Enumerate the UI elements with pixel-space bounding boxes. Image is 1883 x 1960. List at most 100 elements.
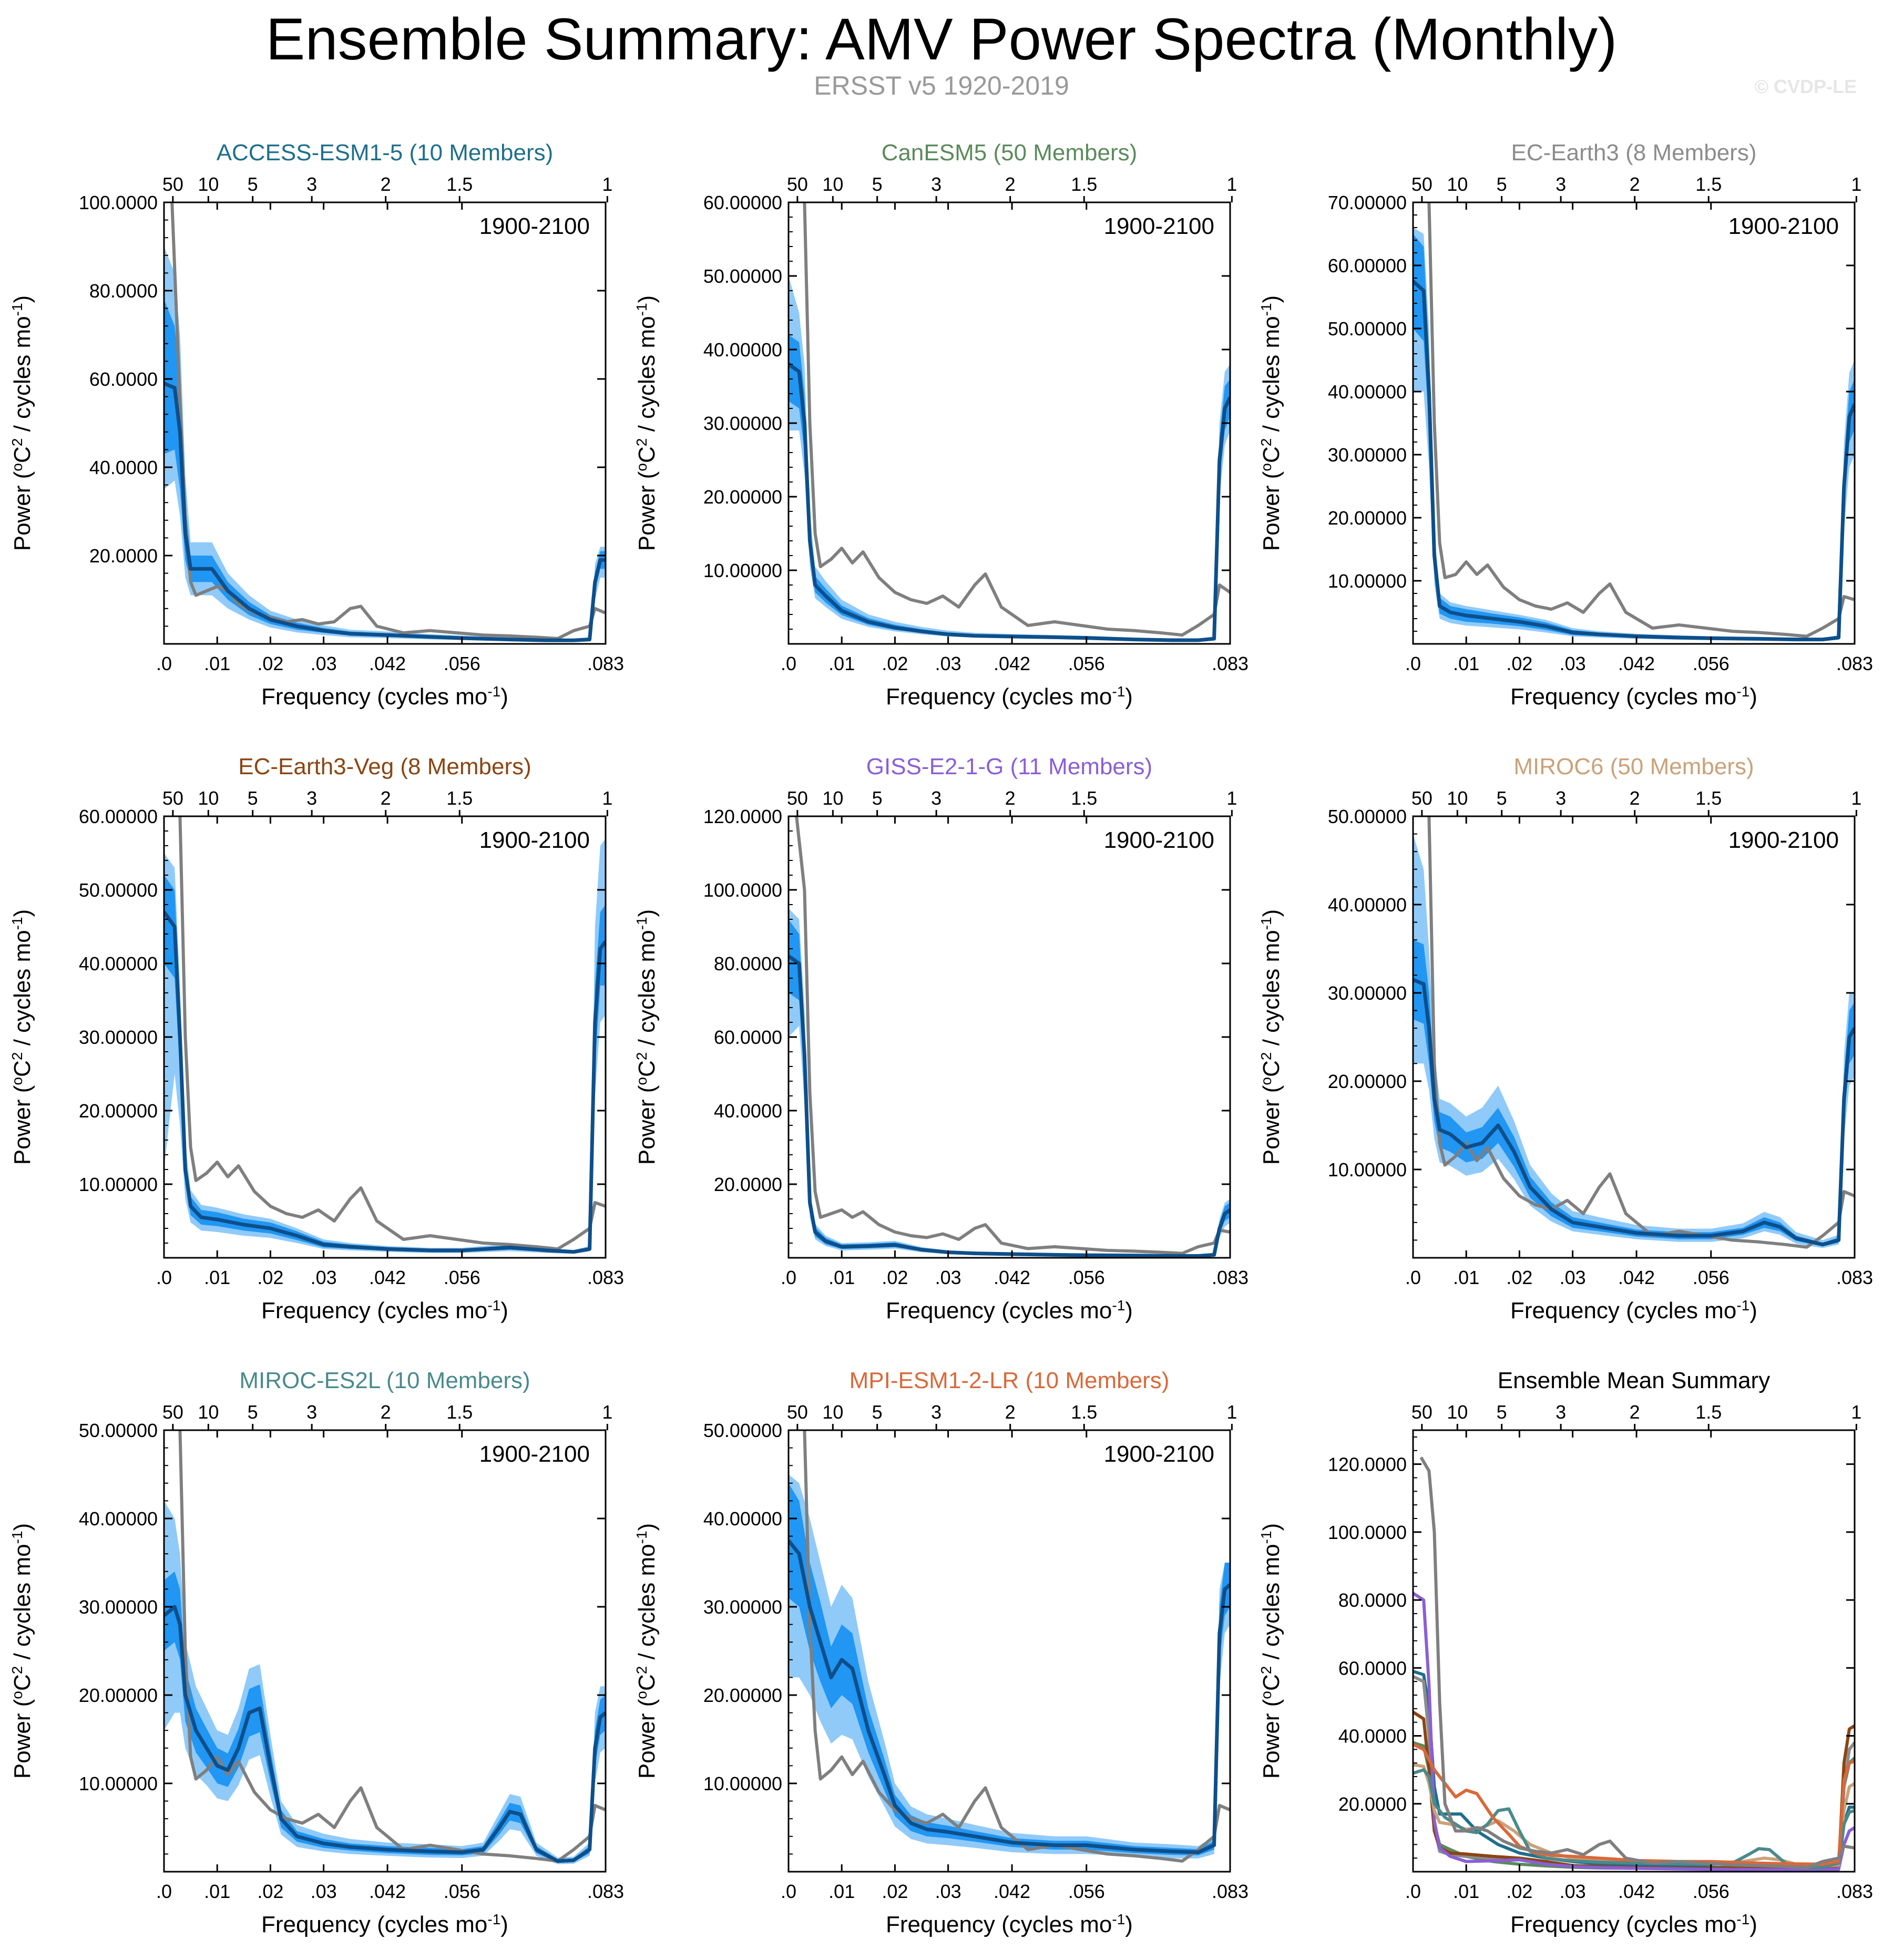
period-tick-label: 1 (602, 1401, 612, 1423)
period-tick-label: 10 (198, 1401, 219, 1423)
x-tick-label: .0 (1405, 653, 1421, 674)
period-tick-label: 3 (931, 1401, 942, 1423)
period-tick-label: 1 (1851, 1401, 1861, 1423)
y-axis-label-unit: C (1258, 446, 1284, 463)
period-tick-label: 2 (381, 173, 391, 195)
y-tick-label: 30.00000 (703, 413, 782, 434)
plot-area (1413, 1456, 1855, 1872)
period-tick-label: 50 (787, 787, 808, 809)
x-tick-label: .083 (1212, 1267, 1248, 1288)
outer-spread-band (1413, 834, 1855, 1248)
x-tick-label: .01 (828, 1267, 855, 1288)
period-tick-label: 3 (931, 787, 942, 809)
summary-model-line (1413, 1592, 1855, 1872)
credit-label: © CVDP-LE (1754, 76, 1857, 97)
y-tick-label: 50.00000 (703, 265, 782, 287)
y-tick-label: 70.00000 (1328, 192, 1407, 213)
period-label: 1900-2100 (1728, 213, 1839, 239)
y-tick-label: 60.00000 (703, 192, 782, 213)
x-tick-label: .042 (369, 1881, 406, 1902)
y-axis-label-sq: 2 (1258, 1666, 1274, 1675)
y-tick-label: 80.0000 (1338, 1589, 1407, 1611)
y-axis-label-unit: C (1258, 1674, 1284, 1691)
plot-border (787, 201, 1231, 645)
ensemble-mean-line (789, 955, 1230, 1258)
x-axis-label: Frequency (cycles mo-1) (261, 683, 508, 710)
panel-3: EC-Earth3 (8 Members) .0 .01 .02 .03 .042 .056… (1258, 140, 1874, 710)
period-tick-label: 10 (1447, 787, 1468, 809)
y-axis-label: Power (oC2 / cycles mo-1) (633, 1523, 660, 1779)
y-axis-label-deg: o (1258, 1077, 1274, 1085)
panel-title: EC-Earth3-Veg (8 Members) (238, 754, 531, 779)
y-tick-label: 40.0000 (714, 1100, 782, 1122)
x-tick-label: .056 (444, 653, 480, 674)
x-tick-label: .0 (156, 653, 172, 674)
x-axis-label: Frequency (cycles mo-1) (1510, 1911, 1757, 1938)
subtitle: ERSST v5 1920-2019 (814, 71, 1069, 100)
period-tick-label: 10 (1447, 1401, 1468, 1423)
x-tick-label: .056 (444, 1267, 480, 1288)
x-tick-label: .01 (204, 1881, 230, 1902)
x-axis-label: Frequency (cycles mo-1) (886, 683, 1133, 710)
y-axis-label-sup: -1 (1258, 1531, 1274, 1544)
summary-model-line (1413, 1669, 1855, 1871)
period-tick-label: 50 (787, 1401, 808, 1423)
ensemble-mean-line (789, 363, 1230, 642)
x-tick-label: .083 (1836, 1881, 1873, 1902)
y-axis-label-sq: 2 (633, 1052, 650, 1061)
y-axis-label: Power (oC2 / cycles mo-1) (9, 295, 36, 551)
x-axis-label-sup: -1 (1736, 1297, 1749, 1313)
y-tick-label: 40.00000 (79, 1508, 158, 1530)
panel-title: MIROC6 (50 Members) (1513, 754, 1754, 779)
y-tick-label: 10.00000 (1328, 1159, 1407, 1181)
y-tick-label: 20.00000 (1328, 1071, 1407, 1092)
period-tick-label: 50 (1411, 173, 1432, 195)
y-axis-label-deg: o (9, 1691, 25, 1699)
x-tick-label: .056 (1693, 1881, 1730, 1902)
period-tick-label: 5 (872, 1401, 883, 1423)
x-tick-label: .03 (311, 653, 337, 674)
period-tick-label: 50 (162, 787, 183, 809)
summary-model-line (1413, 1675, 1855, 1871)
x-axis-label: Frequency (cycles mo-1) (886, 1911, 1133, 1938)
x-tick-label: .02 (882, 653, 908, 674)
panel-title: EC-Earth3 (8 Members) (1511, 140, 1756, 166)
x-tick-label: .056 (1068, 1267, 1105, 1288)
y-tick-label: 60.0000 (89, 368, 158, 390)
y-tick-label: 40.0000 (1338, 1726, 1407, 1747)
x-tick-label: .03 (311, 1267, 337, 1288)
period-tick-label: 3 (931, 173, 942, 195)
ensemble-mean-line (164, 910, 606, 1254)
outer-spread-band (789, 908, 1230, 1257)
period-tick-label: 5 (1497, 1401, 1507, 1423)
x-tick-label: .0 (781, 1267, 796, 1288)
observations-line (178, 816, 606, 1251)
y-axis-label-unit: C (9, 446, 35, 463)
period-tick-label: 3 (1555, 787, 1566, 809)
y-tick-label: 40.0000 (89, 457, 158, 478)
x-tick-label: .0 (781, 653, 796, 674)
period-tick-label: 10 (198, 173, 219, 195)
period-tick-label: 50 (1411, 787, 1432, 809)
observations-line (178, 1430, 606, 1863)
summary-model-line (1413, 1763, 1855, 1869)
outer-spread-band (164, 247, 606, 642)
period-tick-label: 10 (1447, 173, 1468, 195)
y-axis-label-sup: -1 (9, 303, 25, 316)
panel-title: CanESM5 (50 Members) (882, 140, 1138, 166)
period-tick-label: 50 (787, 173, 808, 195)
period-tick-label: 3 (306, 787, 317, 809)
y-axis-label-deg: o (9, 463, 25, 471)
y-tick-label: 30.00000 (1328, 444, 1407, 466)
plot-area (164, 1430, 606, 1864)
period-tick-label: 3 (306, 1401, 317, 1423)
x-tick-label: .01 (1453, 1881, 1479, 1902)
y-axis-label: Power (oC2 / cycles mo-1) (1258, 295, 1285, 551)
y-axis-label-per: / cycles mo (1258, 316, 1284, 438)
x-axis-label-sup: -1 (1736, 683, 1749, 700)
x-tick-label: .056 (1068, 653, 1105, 674)
x-tick-label: .01 (828, 653, 855, 674)
plot-area (1413, 202, 1855, 642)
plot-border (163, 201, 607, 645)
observations-line (803, 202, 1230, 637)
